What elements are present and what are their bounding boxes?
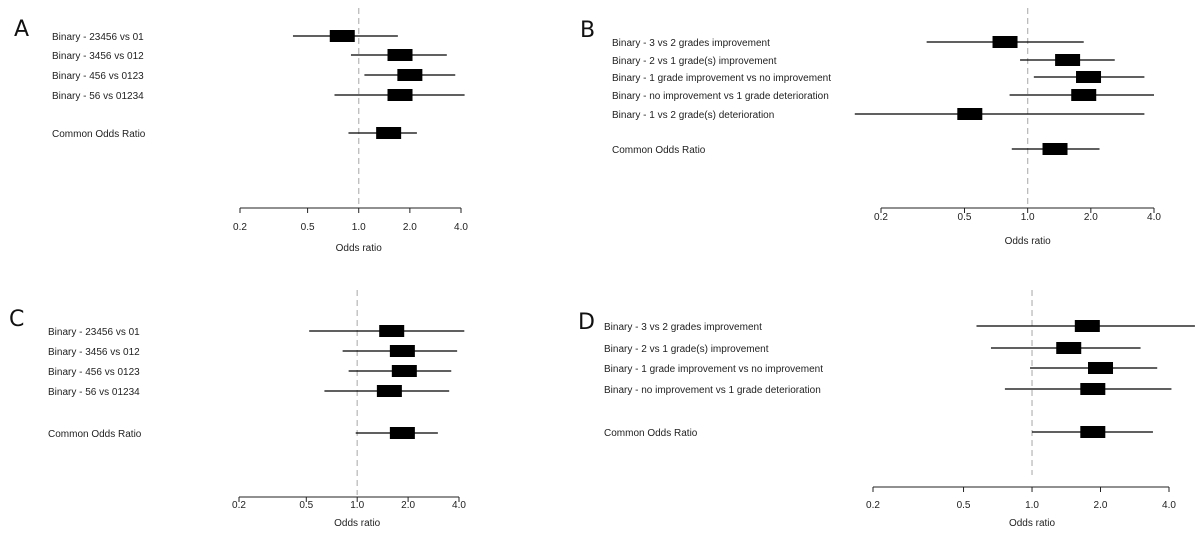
row-label: Binary - 23456 vs 01 [48, 327, 140, 338]
row-label: Binary - 1 vs 2 grade(s) deterioration [612, 110, 774, 121]
x-tick-label: 0.5 [299, 500, 313, 511]
x-tick-label: 2.0 [403, 222, 417, 233]
row-label: Binary - 56 vs 01234 [48, 387, 140, 398]
estimate-box [1076, 71, 1102, 83]
row-label: Binary - 456 vs 0123 [52, 71, 144, 82]
row-label: Binary - 3456 vs 012 [52, 51, 144, 62]
x-tick-label: 0.2 [233, 222, 247, 233]
x-tick-label: 1.0 [1021, 212, 1035, 223]
row-label: Common Odds Ratio [52, 129, 146, 140]
estimate-box [387, 49, 413, 61]
estimate-box [389, 427, 415, 439]
row-label: Binary - 3 vs 2 grades improvement [604, 322, 762, 333]
row-label: Binary - 23456 vs 01 [52, 32, 144, 43]
row-label: Binary - 2 vs 1 grade(s) improvement [612, 56, 777, 67]
panel-b: B Binary - 3 vs 2 grades improvement Binar… [580, 8, 1161, 247]
x-axis-title: Odds ratio [336, 243, 383, 254]
estimate-box [1055, 54, 1081, 66]
row-label: Common Odds Ratio [612, 145, 706, 156]
estimate-box [1042, 143, 1068, 155]
estimate-box [1080, 426, 1106, 438]
estimate-box [389, 345, 415, 357]
panel-letter: D [578, 310, 595, 335]
panel-letter: A [14, 17, 29, 42]
x-tick-label: 1.0 [350, 500, 364, 511]
x-tick-label: 4.0 [452, 500, 466, 511]
estimate-box [376, 127, 402, 139]
x-tick-label: 0.5 [301, 222, 315, 233]
estimate-box [329, 30, 355, 42]
panel-a: A Binary - 23456 vs 01 Binary - 3456 vs 01… [14, 8, 468, 254]
row-label: Binary - 1 grade improvement vs no impro… [604, 364, 823, 375]
row-label: Binary - 1 grade improvement vs no impro… [612, 73, 831, 84]
x-tick-label: 1.0 [352, 222, 366, 233]
panel-letter: B [580, 18, 595, 43]
estimate-box [1074, 320, 1100, 332]
estimate-box [379, 325, 405, 337]
x-tick-label: 4.0 [454, 222, 468, 233]
x-tick-label: 2.0 [1094, 500, 1108, 511]
estimate-box [376, 385, 402, 397]
x-tick-label: 0.5 [957, 500, 971, 511]
x-axis-title: Odds ratio [1005, 236, 1052, 247]
x-tick-label: 0.2 [866, 500, 880, 511]
row-label: Binary - 3 vs 2 grades improvement [612, 38, 770, 49]
panel-d: D Binary - 3 vs 2 grades improvement Binar… [578, 290, 1195, 529]
row-label: Common Odds Ratio [604, 428, 698, 439]
estimate-box [1080, 383, 1106, 395]
estimate-box [397, 69, 423, 81]
x-tick-label: 0.2 [874, 212, 888, 223]
x-tick-label: 2.0 [1084, 212, 1098, 223]
estimate-box [391, 365, 417, 377]
panel-c: C Binary - 23456 vs 01 Binary - 3456 vs 01… [9, 290, 466, 529]
estimate-box [387, 89, 413, 101]
x-tick-label: 4.0 [1147, 212, 1161, 223]
x-tick-label: 1.0 [1025, 500, 1039, 511]
x-tick-label: 0.2 [232, 500, 246, 511]
estimate-box [1056, 342, 1082, 354]
estimate-box [992, 36, 1018, 48]
x-tick-label: 0.5 [958, 212, 972, 223]
row-label: Binary - no improvement vs 1 grade deter… [604, 385, 821, 396]
row-label: Common Odds Ratio [48, 429, 142, 440]
estimate-box [1088, 362, 1114, 374]
x-tick-label: 4.0 [1162, 500, 1176, 511]
panel-letter: C [9, 307, 24, 332]
row-label: Binary - 56 vs 01234 [52, 91, 144, 102]
x-axis-title: Odds ratio [334, 518, 381, 529]
row-label: Binary - 3456 vs 012 [48, 347, 140, 358]
x-axis-title: Odds ratio [1009, 518, 1056, 529]
row-label: Binary - 456 vs 0123 [48, 367, 140, 378]
estimate-box [1071, 89, 1097, 101]
estimate-box [957, 108, 983, 120]
x-tick-label: 2.0 [401, 500, 415, 511]
row-label: Binary - 2 vs 1 grade(s) improvement [604, 344, 769, 355]
row-label: Binary - no improvement vs 1 grade deter… [612, 91, 829, 102]
